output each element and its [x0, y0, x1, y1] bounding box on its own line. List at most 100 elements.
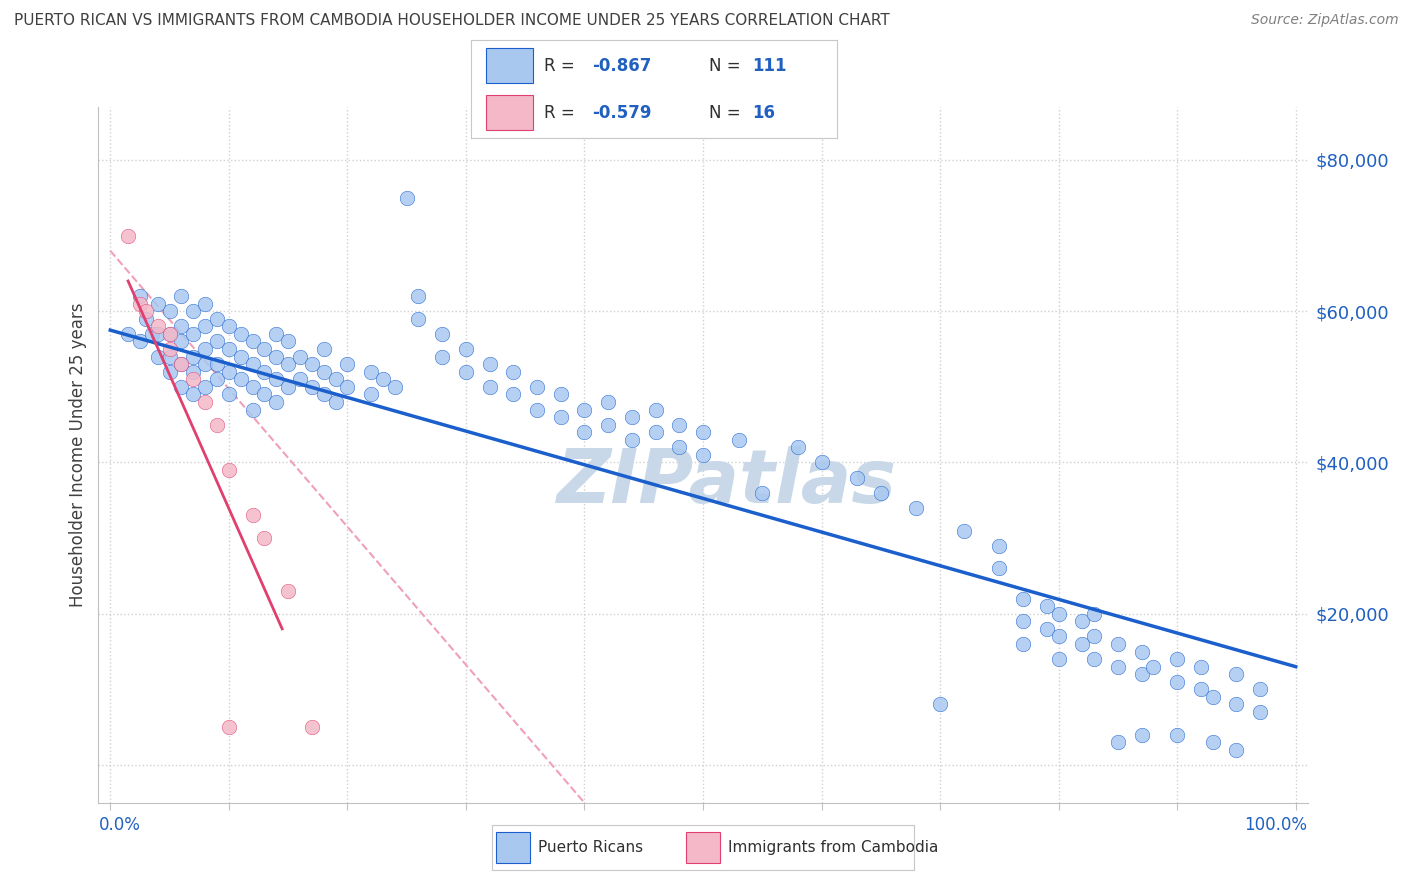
Point: [264, 350, 287, 364]
Point: [181, 372, 204, 386]
Point: [170, 357, 193, 371]
Point: [1130, 667, 1153, 681]
Point: [692, 425, 714, 440]
Point: [384, 380, 406, 394]
Text: R =: R =: [544, 57, 581, 75]
Point: [229, 326, 252, 341]
Point: [170, 357, 193, 371]
Text: Immigrants from Cambodia: Immigrants from Cambodia: [728, 840, 939, 855]
Point: [312, 342, 335, 356]
Point: [526, 402, 548, 417]
Point: [1036, 622, 1059, 636]
Point: [170, 380, 193, 394]
Point: [905, 500, 928, 515]
Point: [218, 342, 240, 356]
Text: 100.0%: 100.0%: [1244, 816, 1308, 834]
Point: [194, 319, 217, 334]
Point: [129, 289, 152, 303]
Point: [301, 357, 323, 371]
Point: [869, 485, 891, 500]
Point: [598, 417, 620, 432]
Point: [264, 372, 287, 386]
Point: [408, 289, 430, 303]
Point: [194, 380, 217, 394]
Point: [146, 296, 169, 310]
Point: [159, 350, 181, 364]
Point: [181, 326, 204, 341]
Point: [1071, 637, 1094, 651]
Point: [181, 365, 204, 379]
Point: [1166, 652, 1188, 666]
Point: [1130, 644, 1153, 658]
Point: [929, 698, 952, 712]
Point: [218, 463, 240, 477]
Point: [312, 387, 335, 401]
Bar: [686, 831, 720, 863]
Point: [170, 334, 193, 349]
Point: [478, 357, 501, 371]
Point: [1071, 615, 1094, 629]
Text: R =: R =: [544, 103, 581, 121]
Point: [194, 357, 217, 371]
Point: [205, 334, 228, 349]
Point: [432, 326, 454, 341]
Point: [1083, 652, 1105, 666]
Point: [620, 433, 643, 447]
Point: [218, 319, 240, 334]
Point: [242, 402, 264, 417]
Point: [135, 311, 157, 326]
Point: [1012, 591, 1035, 606]
Point: [1036, 599, 1059, 614]
Point: [229, 350, 252, 364]
Point: [620, 410, 643, 425]
Point: [1225, 743, 1247, 757]
Point: [205, 357, 228, 371]
Point: [218, 387, 240, 401]
Point: [371, 372, 394, 386]
Point: [277, 357, 299, 371]
Point: [336, 380, 359, 394]
Point: [1083, 629, 1105, 643]
Point: [574, 425, 596, 440]
Point: [146, 326, 169, 341]
Point: [360, 365, 382, 379]
Point: [117, 228, 139, 243]
Point: [205, 417, 228, 432]
Point: [242, 357, 264, 371]
Point: [129, 296, 152, 310]
Point: [205, 311, 228, 326]
Point: [181, 387, 204, 401]
Point: [159, 304, 181, 318]
Point: [129, 334, 152, 349]
Point: [117, 326, 139, 341]
Point: [253, 365, 276, 379]
Point: [253, 531, 276, 545]
Point: [550, 410, 572, 425]
Point: [253, 387, 276, 401]
Point: [242, 508, 264, 523]
Point: [846, 470, 869, 484]
Point: [668, 417, 690, 432]
Point: [751, 485, 773, 500]
Point: [988, 561, 1011, 575]
Point: [325, 395, 347, 409]
Text: ZIPatlas: ZIPatlas: [557, 446, 897, 519]
Text: 16: 16: [752, 103, 776, 121]
Point: [1202, 735, 1225, 749]
Point: [242, 334, 264, 349]
Point: [301, 380, 323, 394]
Point: [644, 425, 666, 440]
Point: [159, 326, 181, 341]
Point: [1142, 659, 1164, 673]
Text: -0.867: -0.867: [592, 57, 651, 75]
Point: [301, 720, 323, 734]
Point: [1012, 637, 1035, 651]
Point: [218, 365, 240, 379]
Text: Source: ZipAtlas.com: Source: ZipAtlas.com: [1251, 13, 1399, 28]
Point: [1249, 705, 1271, 719]
Point: [1047, 629, 1070, 643]
Point: [253, 342, 276, 356]
Point: [181, 350, 204, 364]
Point: [336, 357, 359, 371]
Point: [1012, 615, 1035, 629]
